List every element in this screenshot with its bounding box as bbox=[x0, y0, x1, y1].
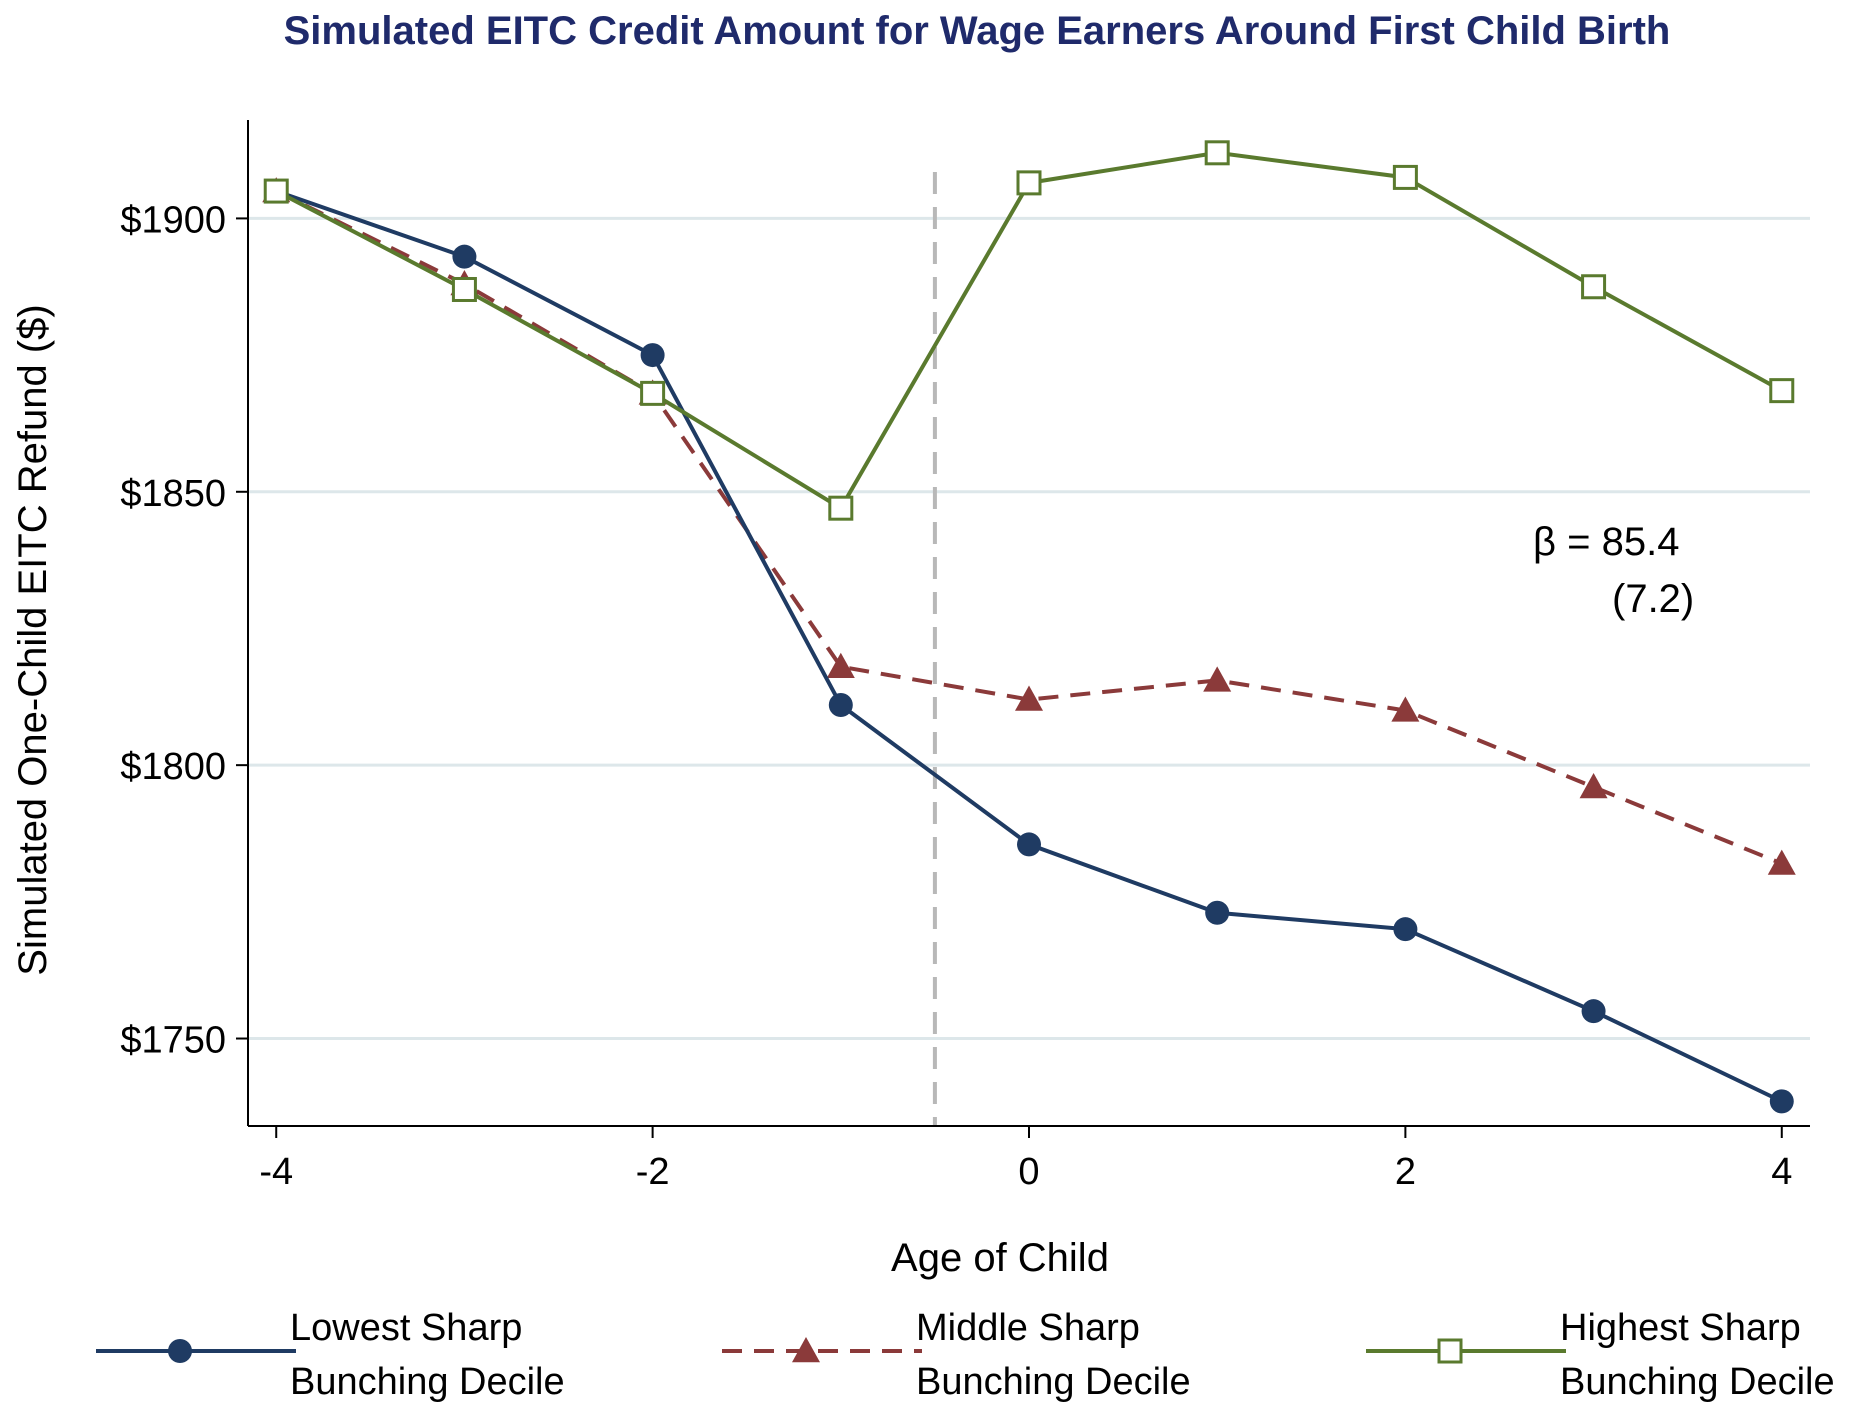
series-3-point-4 bbox=[1016, 170, 1042, 196]
chart-title: Simulated EITC Credit Amount for Wage Ea… bbox=[284, 9, 1671, 53]
gridlines bbox=[248, 216, 1810, 1041]
y-axis-label: Simulated One-Child EITC Refund ($) bbox=[11, 304, 55, 975]
annotation-se: (7.2) bbox=[1612, 577, 1694, 621]
legend-marker-1 bbox=[168, 1339, 192, 1363]
series-1-point-5 bbox=[1205, 900, 1230, 925]
legend-marker-3 bbox=[1437, 1338, 1463, 1364]
series-1-point-6 bbox=[1393, 917, 1418, 942]
series-3-point-0 bbox=[263, 178, 289, 204]
series-2-point-4 bbox=[1015, 685, 1043, 711]
annotation-beta: β = 85.4 bbox=[1533, 520, 1679, 564]
series-3-point-3 bbox=[828, 495, 854, 521]
y-tick-label-3: $1900 bbox=[120, 199, 226, 241]
x-tick-label-1: -2 bbox=[636, 1151, 670, 1193]
legend-label-3-line2: Bunching Decile bbox=[1560, 1361, 1835, 1403]
x-tick-labels: -4 -2 0 2 4 bbox=[259, 1151, 1792, 1193]
series-lines bbox=[262, 140, 1796, 1114]
series-3-point-7 bbox=[1581, 274, 1607, 300]
x-axis-label: Age of Child bbox=[891, 1236, 1109, 1280]
legend: Lowest Sharp Bunching Decile Middle Sharp B… bbox=[96, 1307, 1835, 1403]
legend-label-1-line1: Lowest Sharp bbox=[290, 1307, 522, 1349]
x-tick-label-2: 0 bbox=[1018, 1151, 1039, 1193]
series-1-point-2 bbox=[640, 343, 665, 368]
series-1-point-7 bbox=[1581, 999, 1606, 1024]
series-2-point-8 bbox=[1767, 849, 1796, 875]
x-tick-label-4: 4 bbox=[1771, 1151, 1792, 1193]
series-3-point-5 bbox=[1204, 140, 1230, 166]
series-1 bbox=[264, 179, 1794, 1114]
series-3-point-2 bbox=[640, 380, 666, 406]
series-1-point-1 bbox=[452, 244, 477, 269]
series-1-point-8 bbox=[1769, 1089, 1794, 1114]
x-tick-label-0: -4 bbox=[259, 1151, 293, 1193]
series-3-point-8 bbox=[1769, 378, 1795, 404]
legend-item-3: Highest Sharp Bunching Decile bbox=[1366, 1307, 1835, 1403]
x-tick-label-3: 2 bbox=[1395, 1151, 1416, 1193]
legend-label-2-line1: Middle Sharp bbox=[916, 1307, 1140, 1349]
series-1-point-3 bbox=[828, 693, 853, 718]
legend-label-3-line1: Highest Sharp bbox=[1560, 1307, 1801, 1349]
legend-item-1: Lowest Sharp Bunching Decile bbox=[96, 1307, 565, 1403]
y-tick-labels: $1750 $1800 $1850 $1900 bbox=[120, 199, 226, 1061]
series-3-point-6 bbox=[1392, 164, 1418, 190]
y-tick-label-2: $1850 bbox=[120, 473, 226, 515]
series-2-point-6 bbox=[1391, 696, 1420, 722]
legend-label-2-line2: Bunching Decile bbox=[916, 1361, 1191, 1403]
series-line-3 bbox=[275, 150, 1783, 511]
series-2-point-7 bbox=[1579, 773, 1608, 799]
series-3-point-1 bbox=[451, 276, 477, 302]
axes bbox=[236, 120, 1810, 1138]
series-line-1 bbox=[275, 189, 1783, 1104]
series-2-point-3 bbox=[826, 652, 855, 678]
series-3 bbox=[263, 140, 1795, 521]
series-1-point-4 bbox=[1017, 832, 1041, 857]
legend-marker-2 bbox=[792, 1337, 820, 1363]
y-tick-label-1: $1800 bbox=[120, 746, 226, 788]
legend-item-2: Middle Sharp Bunching Decile bbox=[722, 1307, 1191, 1403]
legend-label-1-line2: Bunching Decile bbox=[290, 1361, 565, 1403]
series-2-point-5 bbox=[1203, 666, 1232, 692]
y-tick-label-0: $1750 bbox=[120, 1020, 226, 1062]
